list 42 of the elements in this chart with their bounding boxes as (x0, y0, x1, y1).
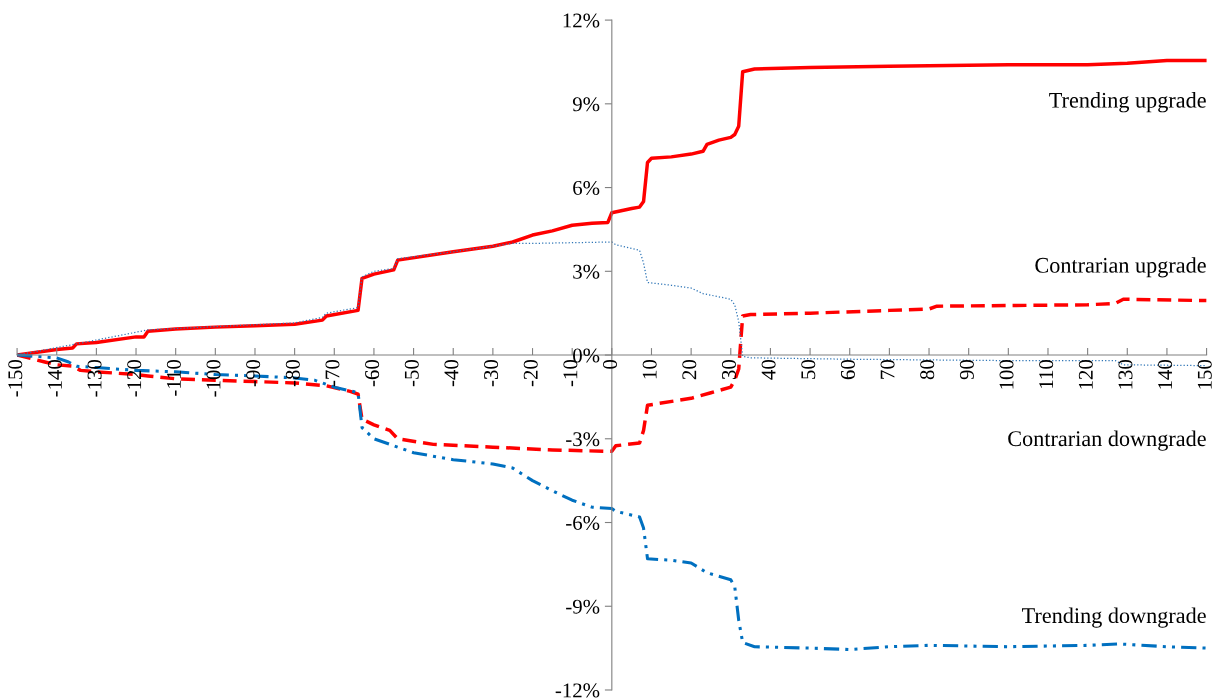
text: Contrarian downgrade (1008, 430, 1206, 451)
x-tick-label: 100 (999, 360, 1014, 389)
x-tick-label: -50 (404, 360, 419, 387)
x-tick-label: -20 (523, 360, 538, 387)
x-tick-label: 80 (920, 360, 935, 380)
y-tick-label: 3% (573, 264, 600, 279)
y-tick-label: 9% (572, 97, 600, 112)
x-tick-label: 40 (761, 360, 776, 380)
x-tick-label: 50 (801, 360, 816, 379)
y-tick-label: 6% (573, 180, 600, 196)
x-tick-label: -120 (127, 360, 142, 397)
x-tick-label: -30 (484, 360, 499, 387)
x-tick-label: -150 (8, 360, 23, 397)
x-tick-label: 30 (721, 360, 736, 380)
series-label: Trending downgrade (1022, 607, 1206, 628)
x-tick-label: 140 (1158, 360, 1173, 389)
x-tick-label: 10 (642, 360, 657, 379)
x-tick-label: 20 (682, 360, 697, 380)
x-tick-label: 130 (1118, 360, 1133, 389)
x-tick-label: 110 (1039, 360, 1054, 388)
x-tick-label: 120 (1078, 360, 1093, 389)
x-tick-label: -70 (325, 360, 340, 387)
x-tick-label: -90 (246, 360, 261, 387)
y-tick-label: 12% (563, 13, 600, 28)
x-tick-label: 70 (880, 360, 895, 379)
x-tick-label: -140 (47, 360, 62, 397)
x-tick-label: 60 (840, 360, 855, 380)
x-tick-label: -130 (87, 360, 102, 397)
series-label: Contrarian upgrade (1035, 257, 1206, 278)
x-tick-label: 150 (1197, 360, 1212, 389)
y-tick-label: -9% (566, 599, 600, 614)
y-tick-label: -12% (555, 683, 600, 698)
x-tick-label: -80 (285, 360, 300, 387)
x-tick-label: -110 (166, 360, 181, 396)
x-tick-label: 90 (959, 360, 974, 380)
y-tick-label: -6% (566, 515, 600, 531)
x-tick-label: -60 (365, 360, 380, 387)
x-tick-label: -40 (444, 360, 459, 387)
y-tick-label: -3% (566, 432, 600, 447)
x-tick-label: -100 (206, 360, 221, 397)
series-label: Trending upgrade (1049, 92, 1206, 113)
x-tick-label: 0 (602, 360, 618, 369)
